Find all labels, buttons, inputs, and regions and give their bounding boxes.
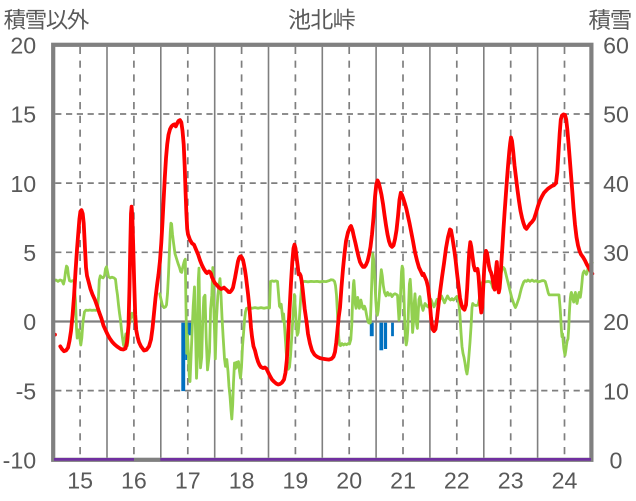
svg-text:24: 24 — [552, 468, 578, 494]
svg-text:15: 15 — [10, 102, 36, 128]
svg-text:5: 5 — [23, 240, 36, 266]
svg-text:21: 21 — [390, 468, 416, 494]
svg-text:40: 40 — [603, 171, 629, 197]
svg-text:17: 17 — [175, 468, 201, 494]
svg-text:-5: -5 — [16, 378, 37, 404]
svg-text:16: 16 — [121, 468, 147, 494]
svg-text:20: 20 — [603, 309, 629, 335]
svg-text:15: 15 — [67, 468, 93, 494]
svg-text:19: 19 — [283, 468, 309, 494]
svg-text:0: 0 — [610, 448, 623, 474]
svg-text:10: 10 — [603, 378, 629, 404]
svg-text:20: 20 — [10, 33, 36, 59]
svg-text:50: 50 — [603, 102, 629, 128]
svg-text:10: 10 — [10, 171, 36, 197]
svg-text:23: 23 — [498, 468, 524, 494]
svg-text:20: 20 — [336, 468, 362, 494]
svg-text:22: 22 — [444, 468, 470, 494]
svg-text:-10: -10 — [3, 448, 37, 474]
svg-text:0: 0 — [23, 309, 36, 335]
svg-text:18: 18 — [229, 468, 255, 494]
svg-text:60: 60 — [603, 33, 629, 59]
svg-text:30: 30 — [603, 240, 629, 266]
